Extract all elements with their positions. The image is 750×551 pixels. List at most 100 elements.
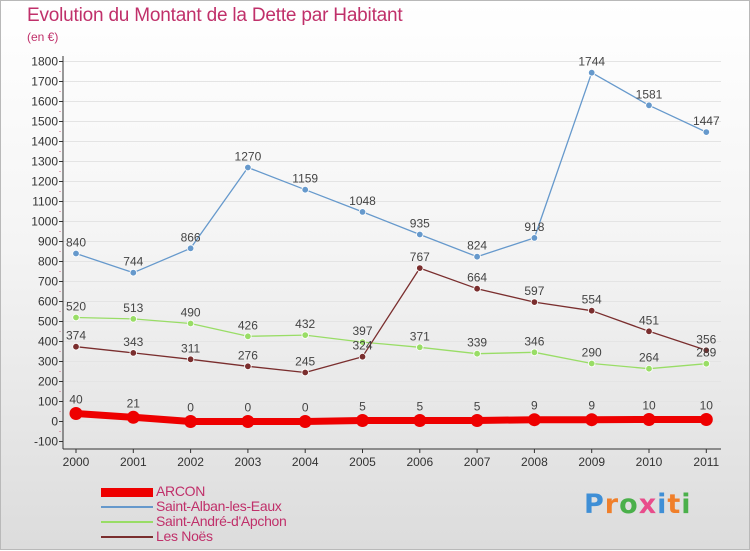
y-tick-label: 1200: [31, 175, 58, 189]
data-label: 432: [295, 317, 315, 331]
data-label: 346: [524, 334, 544, 348]
y-tick-label: 500: [38, 315, 58, 329]
data-point: [358, 208, 367, 216]
data-label: 10: [642, 399, 656, 413]
legend-label: Saint-Alban-les-Eaux: [156, 498, 282, 514]
logo-letter: t: [667, 489, 682, 520]
data-point: [530, 234, 539, 242]
legend-label: Les Noës: [156, 528, 213, 544]
data-label: 1270: [235, 150, 262, 164]
data-point: [184, 415, 198, 428]
x-tick-label: 2005: [349, 455, 376, 469]
data-label: 9: [531, 399, 538, 413]
data-point: [530, 298, 539, 306]
data-point: [473, 285, 481, 293]
data-label: 866: [181, 230, 201, 244]
x-tick-label: 2002: [177, 455, 204, 469]
data-label: 840: [66, 236, 86, 250]
data-label: 356: [696, 332, 716, 346]
data-point: [588, 68, 596, 77]
data-point: [416, 343, 424, 351]
legend: ARCON Saint-Alban-les-Eaux Saint-André-d'A…: [101, 483, 361, 544]
data-label: 339: [467, 336, 487, 350]
data-label: 824: [467, 239, 487, 253]
legend-swatch: [101, 536, 153, 538]
data-label: 1581: [636, 87, 663, 101]
data-label: 9: [588, 399, 595, 413]
data-point: [470, 414, 484, 427]
data-point: [129, 315, 137, 323]
legend-label: Saint-André-d'Apchon: [156, 513, 287, 529]
data-point: [645, 365, 653, 373]
data-point: [244, 332, 252, 340]
data-point: [186, 244, 195, 252]
data-point: [126, 410, 140, 424]
data-point: [244, 362, 252, 370]
data-point: [129, 269, 137, 277]
data-label: 324: [352, 339, 372, 353]
data-label: 5: [416, 400, 423, 414]
data-label: 1159: [292, 172, 318, 186]
x-tick-label: 2007: [464, 455, 491, 469]
data-label: 426: [238, 318, 258, 332]
logo-letter: i: [657, 489, 668, 520]
x-tick-label: 2010: [636, 455, 663, 469]
y-tick-label: 200: [38, 375, 58, 389]
logo-letter: P: [584, 489, 605, 520]
series-line-ARCON: [75, 410, 707, 425]
data-point: [642, 413, 656, 426]
data-point: [588, 307, 596, 315]
legend-item: ARCON: [101, 483, 361, 499]
data-label: 374: [66, 329, 86, 343]
data-label: 245: [295, 355, 315, 369]
y-tick-label: 0: [51, 415, 58, 429]
data-label: 0: [245, 401, 252, 415]
data-label: 0: [302, 401, 309, 415]
x-tick-label: 2003: [235, 455, 262, 469]
data-label: 513: [123, 301, 143, 315]
data-point: [298, 415, 312, 428]
y-tick-label: 800: [38, 255, 58, 269]
data-point: [645, 101, 653, 109]
data-point: [186, 355, 195, 363]
data-label: 767: [410, 250, 430, 264]
y-tick-label: 100: [38, 395, 58, 409]
y-tick-label: 300: [38, 355, 58, 369]
data-label: 289: [696, 346, 716, 360]
data-point: [129, 349, 137, 357]
data-label: 276: [238, 348, 258, 362]
data-label: 744: [123, 255, 143, 269]
data-point: [72, 249, 80, 258]
data-label: 1447: [693, 114, 720, 128]
data-label: 918: [524, 220, 544, 234]
x-tick-label: 2008: [521, 455, 548, 469]
y-tick-label: 700: [38, 275, 58, 289]
data-point: [416, 264, 424, 272]
data-point: [702, 360, 710, 368]
data-point: [585, 413, 599, 427]
y-tick-label: 400: [38, 335, 58, 349]
data-point: [356, 414, 369, 427]
data-label: 264: [639, 351, 659, 365]
data-point: [588, 359, 596, 368]
data-label: 597: [524, 284, 544, 298]
proxiti-logo: Proxiti: [584, 489, 692, 520]
data-label: 520: [66, 300, 86, 314]
x-tick-label: 2004: [292, 455, 319, 469]
data-label: 290: [582, 346, 602, 360]
data-point: [244, 163, 252, 172]
data-point: [358, 338, 367, 346]
y-tick-label: 1000: [31, 215, 58, 229]
data-point: [186, 319, 195, 328]
legend-label: ARCON: [156, 483, 206, 499]
legend-swatch: [101, 506, 153, 508]
data-label: 40: [69, 393, 83, 407]
x-tick-label: 2011: [693, 455, 719, 469]
data-point: [358, 353, 367, 361]
data-point: [416, 230, 424, 239]
data-point: [530, 348, 539, 356]
chart-title: Evolution du Montant de la Dette par Hab…: [27, 5, 403, 26]
legend-swatch: [101, 521, 153, 523]
